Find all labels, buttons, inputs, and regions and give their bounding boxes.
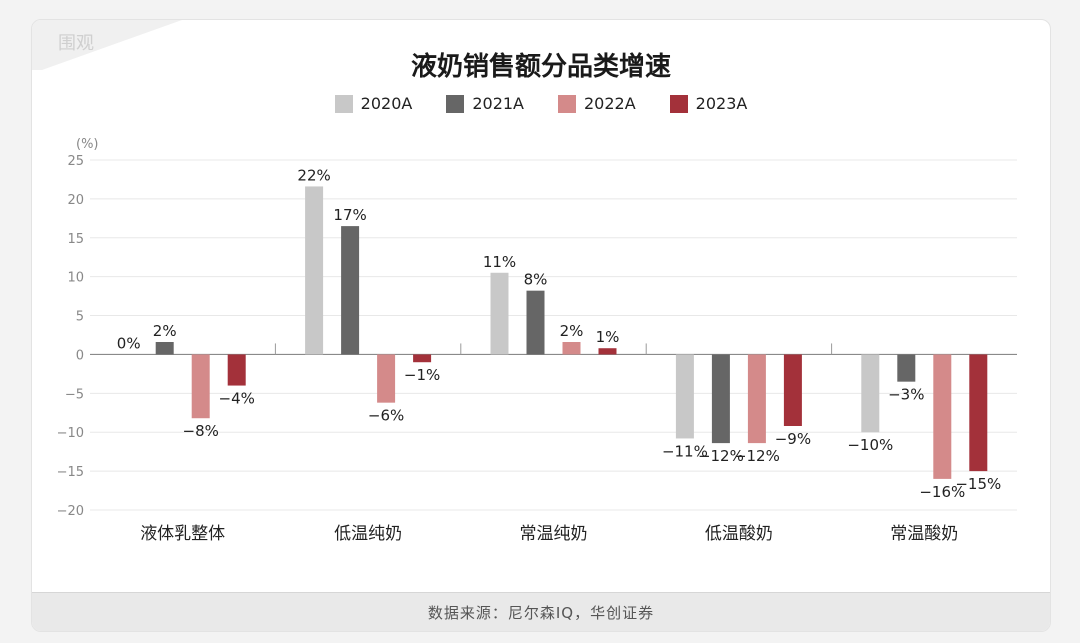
data-label: −10% xyxy=(847,436,893,454)
bar xyxy=(191,354,210,419)
y-tick-label: 5 xyxy=(76,310,84,325)
x-category-label: 常温酸奶 xyxy=(890,524,958,544)
bar xyxy=(747,354,766,444)
plot-area: 25 20 15 10 5 0 −5 −10 −15 −20 (%) 液体乳整体 0% 2% −8%−4% 低… xyxy=(57,137,1017,544)
svg-text:围观: 围观 xyxy=(58,33,94,54)
y-tick-label: 20 xyxy=(67,193,84,208)
bar xyxy=(598,348,617,355)
watermark-logo: 围观 xyxy=(32,20,182,70)
data-label: 8% xyxy=(524,271,548,289)
bar xyxy=(969,354,988,472)
bar xyxy=(490,272,509,355)
x-category-label: 液体乳整体 xyxy=(140,524,225,544)
data-label: −12% xyxy=(734,447,780,465)
data-label: 1% xyxy=(596,328,620,346)
data-label: 22% xyxy=(297,166,330,184)
legend-label: 2023A xyxy=(695,94,748,113)
y-tick-label: 0 xyxy=(76,348,84,363)
bar xyxy=(562,342,581,355)
data-label: −12% xyxy=(698,447,744,465)
legend-label: 2022A xyxy=(584,94,636,113)
data-label: −3% xyxy=(888,386,924,404)
bar xyxy=(341,226,360,355)
data-label: −15% xyxy=(955,475,1001,493)
y-tick-label: −5 xyxy=(65,387,84,402)
bar xyxy=(933,354,952,479)
y-tick-label: −10 xyxy=(57,426,84,441)
bar xyxy=(305,186,324,355)
bar xyxy=(526,290,545,355)
data-label: 2% xyxy=(560,322,584,340)
bar xyxy=(861,354,880,433)
bar xyxy=(155,342,174,355)
y-tick-label: −20 xyxy=(57,504,84,519)
bar xyxy=(377,354,396,403)
legend-swatch xyxy=(334,94,353,113)
y-axis-unit-label: (%) xyxy=(76,137,99,152)
data-label: −11% xyxy=(662,442,708,460)
source-text: 数据来源：尼尔森IQ，华创证券 xyxy=(427,603,655,622)
y-tick-label: 25 xyxy=(67,154,84,169)
legend-label: 2021A xyxy=(472,94,524,113)
data-label: −8% xyxy=(183,422,219,440)
chart-title: 液奶销售额分品类增速 xyxy=(410,52,671,82)
data-label: 11% xyxy=(483,253,516,271)
x-category-label: 低温酸奶 xyxy=(705,524,773,544)
data-label: 17% xyxy=(333,206,366,224)
legend-item: 2023A xyxy=(669,94,748,113)
x-category-label: 低温纯奶 xyxy=(334,524,402,544)
x-category-label: 常温纯奶 xyxy=(520,524,588,544)
data-label: −16% xyxy=(919,483,965,501)
bar xyxy=(413,354,432,363)
data-label: 2% xyxy=(153,322,177,340)
legend-swatch xyxy=(558,94,576,113)
y-tick-label: 10 xyxy=(67,271,84,286)
legend-item: 2020A xyxy=(334,94,413,113)
legend-item: 2021A xyxy=(446,94,524,113)
legend-swatch xyxy=(669,94,688,113)
source-footer: 数据来源：尼尔森IQ，华创证券 xyxy=(32,592,1050,631)
data-label: −4% xyxy=(219,390,255,408)
data-label: −9% xyxy=(775,430,811,448)
bar xyxy=(227,354,246,386)
y-tick-label: −15 xyxy=(57,465,84,480)
data-label: −1% xyxy=(404,366,440,384)
bar xyxy=(783,354,802,426)
chart-legend: 2020A 2021A 2022A 2023A xyxy=(32,94,1050,113)
chart-card: 围观 液奶销售额分品类增速 2020A 2021A 2022A 2023A 25 20 1… xyxy=(31,19,1051,632)
y-tick-label: 15 xyxy=(67,232,84,247)
bar xyxy=(675,354,694,439)
bar xyxy=(897,354,916,382)
bar xyxy=(711,354,730,444)
legend-swatch xyxy=(446,94,465,113)
legend-label: 2020A xyxy=(360,94,413,113)
data-label: 0% xyxy=(117,334,141,352)
data-label: −6% xyxy=(368,407,404,425)
legend-item: 2022A xyxy=(558,94,636,113)
